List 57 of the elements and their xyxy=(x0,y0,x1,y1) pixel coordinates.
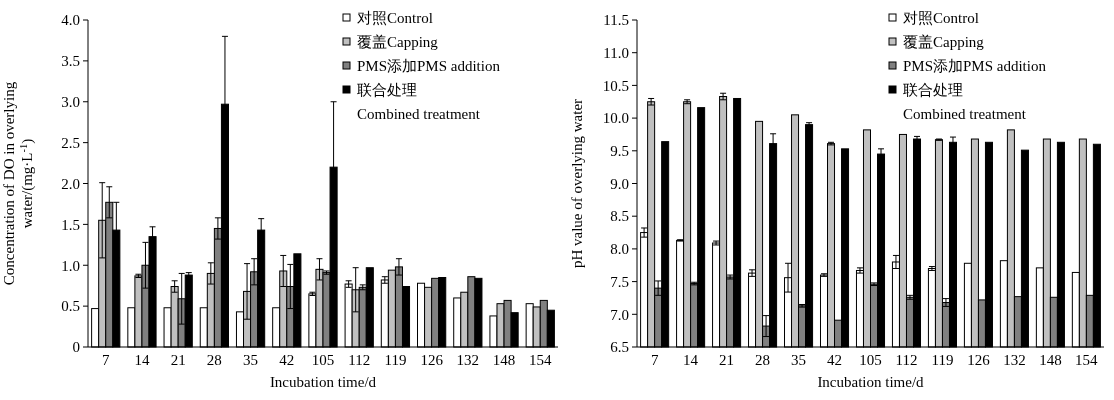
y-tick-label: 3.0 xyxy=(61,94,80,110)
x-tick-label: 105 xyxy=(859,352,882,368)
y-tick-label: 1.5 xyxy=(61,216,80,233)
x-tick-label: 7 xyxy=(101,352,110,368)
x-tick-label: 7 xyxy=(650,352,659,368)
y-tick-label: 11.0 xyxy=(603,44,629,61)
legend-label: 覆盖Capping xyxy=(903,34,985,51)
x-tick-label: 132 xyxy=(456,352,480,368)
x-tick-label: 126 xyxy=(420,352,444,368)
y-tick-label: 2.0 xyxy=(61,175,80,192)
x-tick-label: 35 xyxy=(243,352,259,368)
x-tick-label: 21 xyxy=(719,352,735,368)
y-tick-label: 8.5 xyxy=(610,208,629,225)
y-tick-label: 2.5 xyxy=(61,134,80,151)
y-tick-label: 7.5 xyxy=(610,273,629,290)
legend-label: 联合处理 Combined treatment xyxy=(357,82,481,123)
legend-label: 覆盖Capping xyxy=(357,34,439,51)
y-axis-title: pH value of overlying water xyxy=(569,98,585,269)
y-tick-label: 10.5 xyxy=(602,77,629,94)
legend-label: 联合处理 Combined treatment xyxy=(903,82,1027,123)
y-tick-label: 0.5 xyxy=(61,298,80,315)
x-tick-label: 14 xyxy=(683,352,699,368)
x-tick-label: 105 xyxy=(311,352,335,368)
y-tick-label: 4.0 xyxy=(61,12,80,29)
x-axis-title: Incubation time/d xyxy=(269,374,377,390)
x-tick-label: 28 xyxy=(755,352,771,368)
legend-label: PMS添加PMS addition xyxy=(903,58,1047,75)
y-tick-label: 8.0 xyxy=(610,241,629,258)
y-tick-label: 9.0 xyxy=(610,175,629,192)
y-tick-label: 10.0 xyxy=(602,110,629,127)
x-tick-label: 21 xyxy=(170,352,186,368)
y-tick-label: 3.5 xyxy=(61,53,80,70)
x-tick-label: 119 xyxy=(931,352,954,368)
x-tick-label: 132 xyxy=(1003,352,1026,368)
y-tick-label: 7.0 xyxy=(610,306,629,323)
x-tick-label: 112 xyxy=(348,352,371,368)
x-tick-label: 14 xyxy=(134,352,150,368)
x-tick-label: 35 xyxy=(791,352,807,368)
y-tick-label: 9.5 xyxy=(610,143,629,160)
x-axis-title: Incubation time/d xyxy=(817,374,925,390)
legend-label: 对照Control xyxy=(903,10,979,27)
x-tick-label: 126 xyxy=(967,352,991,368)
x-tick-label: 28 xyxy=(206,352,222,368)
x-tick-label: 42 xyxy=(279,352,295,368)
x-tick-label: 154 xyxy=(1075,352,1099,368)
y-tick-label: 0 xyxy=(72,339,80,356)
x-tick-label: 112 xyxy=(895,352,918,368)
legend-label: PMS添加PMS addition xyxy=(357,58,501,75)
y-tick-label: 6.5 xyxy=(610,339,629,356)
x-tick-label: 154 xyxy=(529,352,553,368)
x-tick-label: 119 xyxy=(384,352,407,368)
x-tick-label: 148 xyxy=(492,352,516,368)
y-tick-label: 11.5 xyxy=(603,12,629,29)
legend-label: 对照Control xyxy=(357,10,433,27)
x-tick-label: 148 xyxy=(1039,352,1062,368)
x-tick-label: 42 xyxy=(827,352,843,368)
y-tick-label: 1.0 xyxy=(61,257,80,274)
